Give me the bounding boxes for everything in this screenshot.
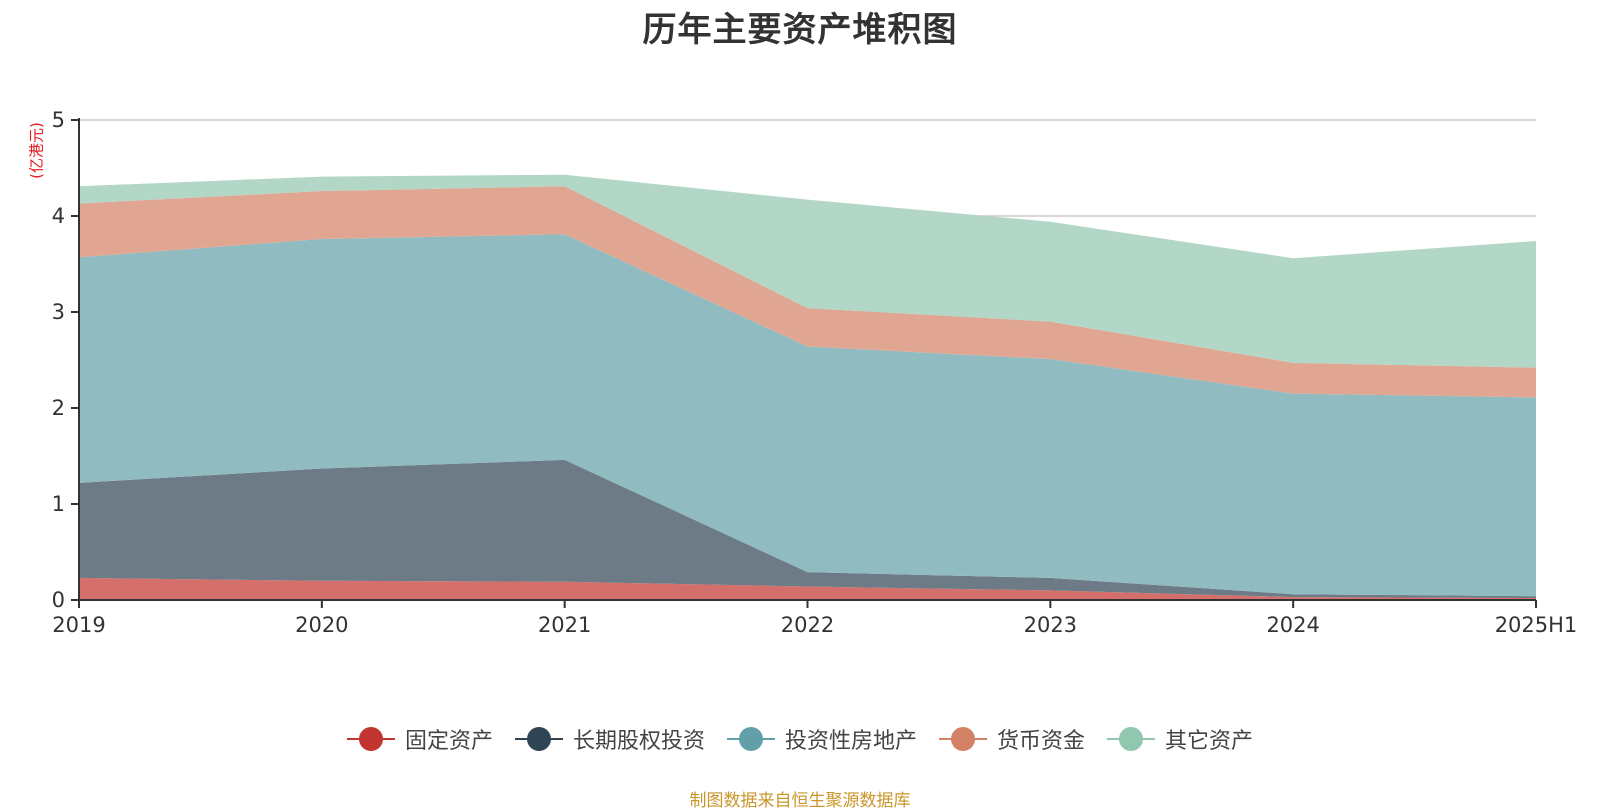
- area-series-3[interactable]: [79, 186, 1536, 398]
- legend-item-1[interactable]: 长期股权投资: [514, 723, 705, 755]
- area-series-2[interactable]: [79, 234, 1536, 597]
- legend-label: 货币资金: [997, 729, 1086, 754]
- legend-item-2[interactable]: 投资性房地产: [726, 723, 917, 755]
- y-tick-label: 5: [52, 108, 65, 132]
- legend-item-0[interactable]: 固定资产: [346, 723, 493, 755]
- legend-item-3[interactable]: 货币资金: [939, 723, 1085, 755]
- x-tick-label: 2020: [295, 613, 348, 637]
- area-layers: [79, 174, 1536, 600]
- y-tick-label: 0: [52, 588, 65, 612]
- y-tick-label: 2: [52, 396, 65, 420]
- axes: [71, 118, 1537, 608]
- legend-label: 固定资产: [404, 729, 493, 754]
- legend-marker-icon: [939, 727, 987, 751]
- x-tick-label: 2019: [52, 613, 105, 637]
- x-tick-label: 2025H1: [1495, 613, 1578, 637]
- area-series-0[interactable]: [79, 577, 1536, 600]
- area-series-1[interactable]: [79, 459, 1536, 599]
- y-tick-labels: 0 1 2 3 4 5: [52, 108, 65, 612]
- legend-marker-icon: [726, 727, 775, 751]
- legend-label: 投资性房地产: [784, 729, 917, 754]
- x-tick-label: 2023: [1024, 613, 1077, 637]
- x-tick-label: 2022: [781, 613, 834, 637]
- chart-title: 历年主要资产堆积图: [642, 10, 958, 50]
- area-series-4[interactable]: [79, 174, 1536, 368]
- source-note: 制图数据来自恒生聚源数据库: [689, 791, 911, 811]
- legend-marker-icon: [346, 727, 395, 751]
- legend-label: 其它资产: [1165, 729, 1254, 754]
- y-tick-label: 4: [52, 204, 65, 228]
- legend-marker-icon: [514, 727, 563, 751]
- legend-marker-icon: [1107, 727, 1156, 751]
- x-tick-label: 2021: [538, 613, 591, 637]
- y-tick-label: 3: [52, 300, 65, 324]
- legend: 固定资产 长期股权投资 投资性房地产 货币资金 其它资产: [0, 723, 1600, 755]
- x-tick-labels: 2019 2020 2021 2022 2023 2024 2025H1: [52, 613, 1577, 637]
- legend-item-4[interactable]: 其它资产: [1107, 723, 1253, 755]
- legend-label: 长期股权投资: [572, 729, 705, 754]
- x-tick-label: 2024: [1266, 613, 1319, 637]
- y-tick-label: 1: [52, 492, 65, 516]
